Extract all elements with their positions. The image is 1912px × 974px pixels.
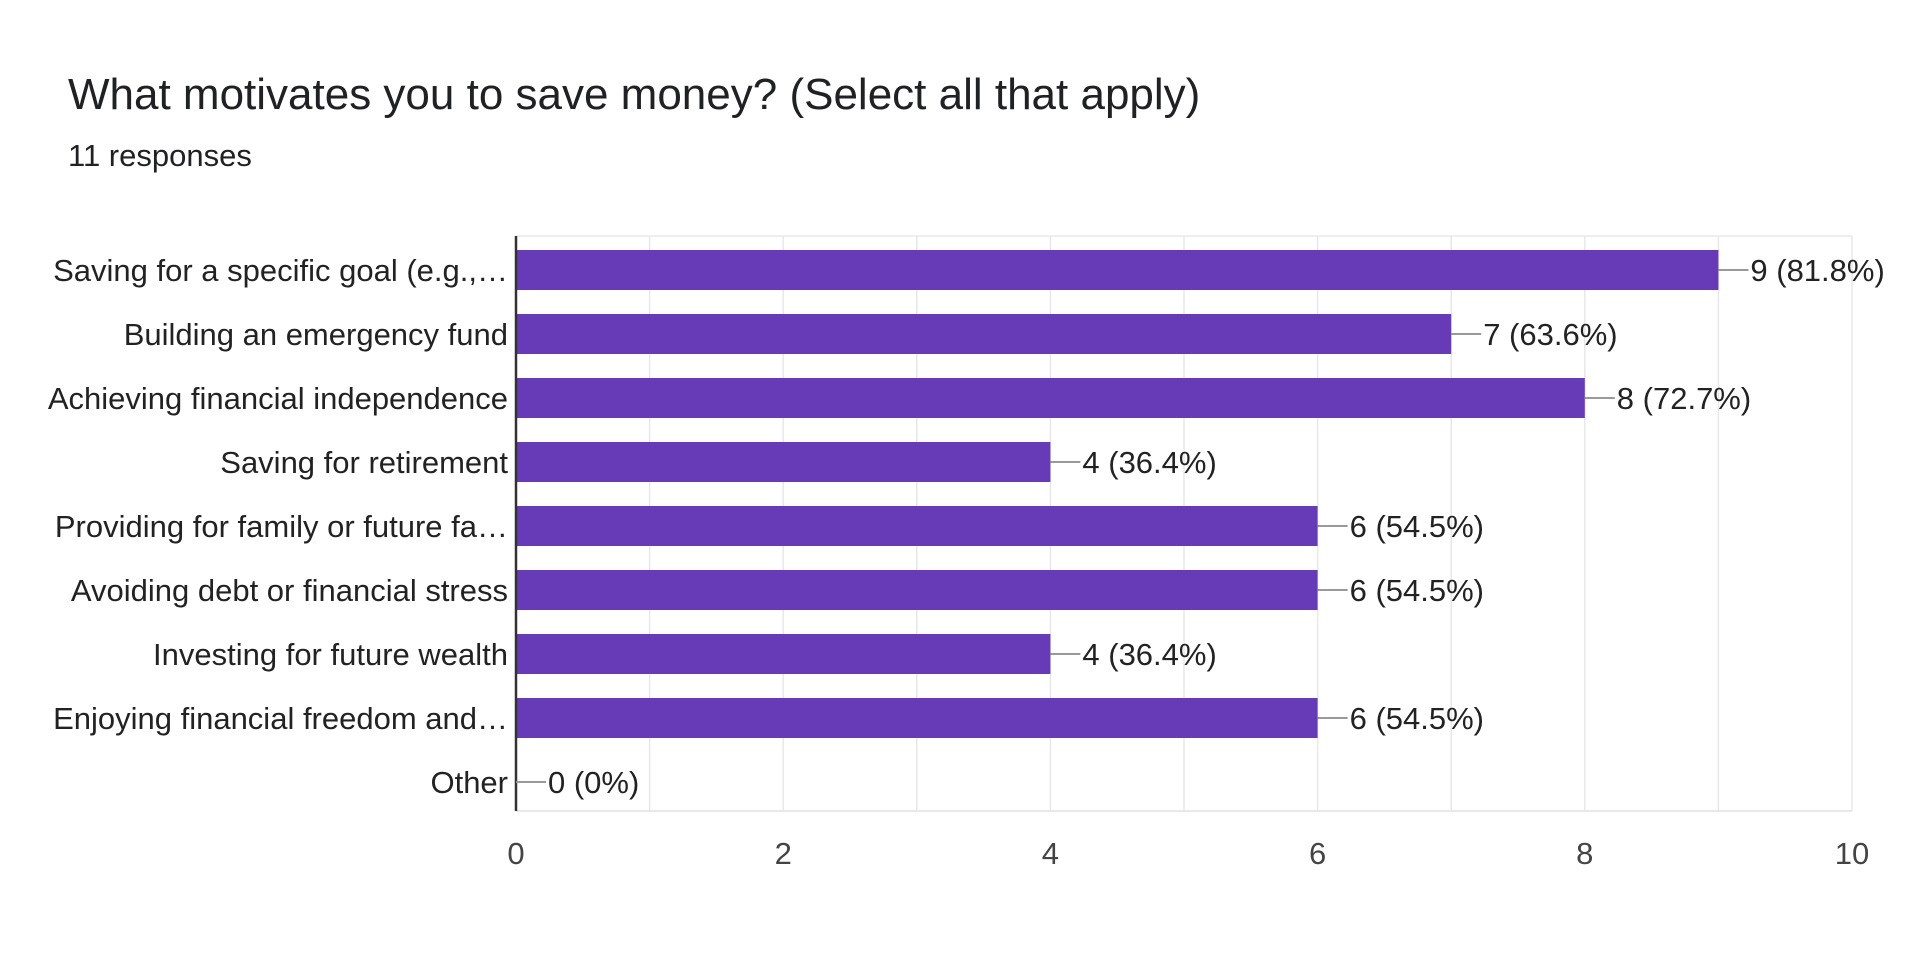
bar [516, 698, 1318, 738]
bar [516, 250, 1719, 290]
question-title: What motivates you to save money? (Selec… [68, 70, 1201, 119]
x-tick-label: 6 [1309, 836, 1326, 871]
value-label: 6 (54.5%) [1350, 573, 1484, 608]
bars-layer [516, 250, 1719, 738]
value-label: 4 (36.4%) [1082, 445, 1216, 480]
labels-layer: 0 2 4 6 8 10 Saving for a specific goal (e.g.,… [48, 253, 1885, 871]
x-tick-label: 8 [1576, 836, 1593, 871]
category-label: Saving for a specific goal (e.g.,… [53, 253, 508, 288]
value-label: 4 (36.4%) [1082, 637, 1216, 672]
category-label: Other [430, 765, 508, 800]
bar [516, 634, 1051, 674]
value-label: 7 (63.6%) [1483, 317, 1617, 352]
response-count: 11 responses [68, 138, 252, 173]
category-label: Enjoying financial freedom and… [53, 701, 508, 736]
bar [516, 506, 1318, 546]
x-tick-label: 10 [1835, 836, 1869, 871]
value-label: 6 (54.5%) [1350, 701, 1484, 736]
bar [516, 570, 1318, 610]
value-label: 9 (81.8%) [1750, 253, 1884, 288]
x-tick-label: 4 [1042, 836, 1059, 871]
value-label: 0 (0%) [548, 765, 639, 800]
category-label: Saving for retirement [220, 445, 508, 480]
category-label: Avoiding debt or financial stress [71, 573, 508, 608]
category-label: Building an emergency fund [124, 317, 508, 352]
category-label: Achieving financial independence [48, 381, 508, 416]
value-label: 8 (72.7%) [1617, 381, 1751, 416]
category-label: Providing for family or future fa… [55, 509, 508, 544]
x-tick-label: 2 [775, 836, 792, 871]
bar [516, 378, 1585, 418]
value-label: 6 (54.5%) [1350, 509, 1484, 544]
bar [516, 314, 1452, 354]
category-label: Investing for future wealth [153, 637, 508, 672]
bar [516, 442, 1051, 482]
x-tick-label: 0 [507, 836, 524, 871]
